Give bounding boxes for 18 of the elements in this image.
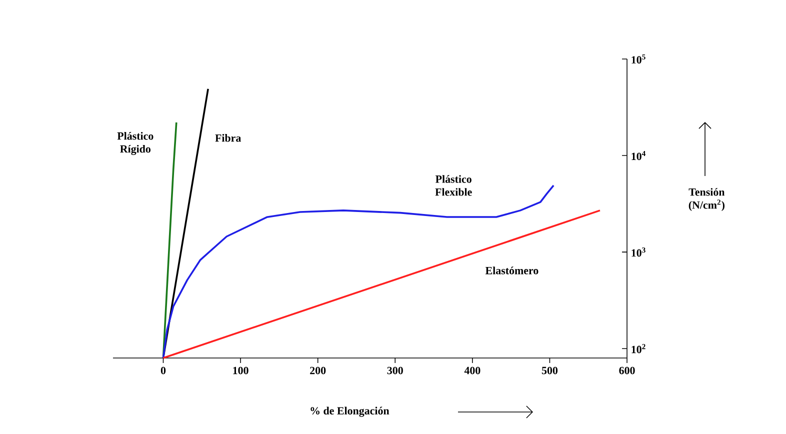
x-tick-label: 400: [464, 366, 480, 374]
y-tick-label: 10$^{4}$: [632, 150, 646, 160]
x-tick-label: 500: [542, 366, 558, 374]
x-tick-label: 100: [233, 366, 248, 374]
x-tick-label: 600: [619, 366, 635, 374]
series-label: Plástico Flexible: [435, 175, 472, 196]
series-label: Plástico Rígido: [117, 132, 154, 155]
y-axis-title: Tensión (N/cm$^{2}$): [688, 188, 725, 211]
y-tick-label: 10$^{5}$: [632, 54, 646, 64]
x-tick-label: 200: [310, 366, 326, 374]
series-label: Elastómero: [485, 266, 538, 274]
x-axis-title: % de Elongación: [310, 406, 390, 417]
x-tick-label: 0: [160, 366, 166, 374]
line-series: [162, 184, 554, 359]
y-tick-label: 10$^{2}$: [632, 344, 646, 354]
series-label: Fibra: [215, 134, 242, 142]
y-tick-label: 10$^{3}$: [632, 248, 646, 257]
x-tick-label: 300: [387, 366, 403, 374]
